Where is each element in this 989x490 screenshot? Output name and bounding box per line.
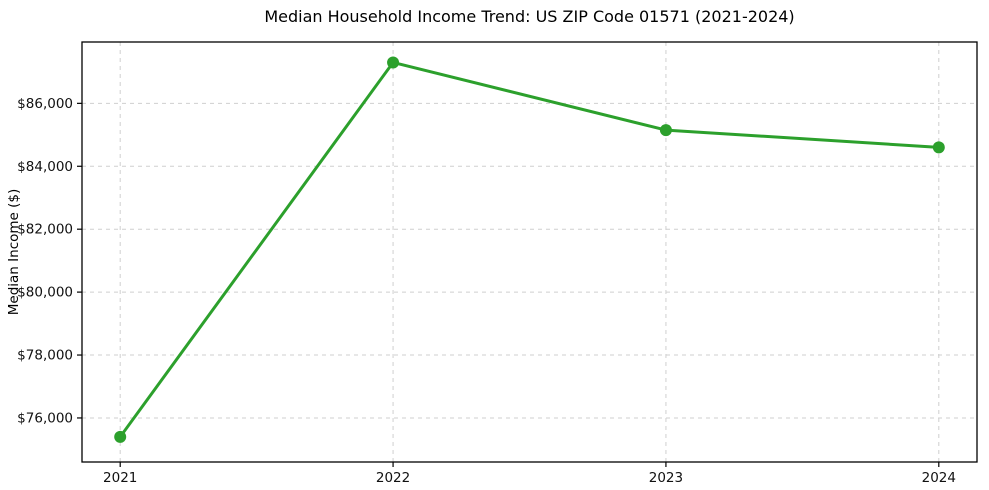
x-tick-label: 2024 [922, 470, 956, 486]
y-tick-label: $76,000 [17, 410, 73, 426]
data-point [659, 124, 672, 137]
y-tick-label: $82,000 [17, 222, 73, 238]
x-tick-label: 2022 [376, 470, 410, 486]
y-tick-label: $80,000 [17, 285, 73, 301]
y-tick-label: $86,000 [17, 96, 73, 112]
data-point [932, 141, 945, 154]
trend-line [118, 60, 941, 439]
data-point [387, 56, 400, 69]
chart-title: Median Household Income Trend: US ZIP Co… [264, 7, 795, 26]
x-tick-label: 2023 [649, 470, 683, 486]
y-tick-label: $78,000 [17, 348, 73, 364]
axes-frame [81, 41, 978, 463]
y-tick-label: $84,000 [17, 159, 73, 175]
data-point [114, 430, 127, 443]
x-tick-label: 2021 [103, 470, 137, 486]
